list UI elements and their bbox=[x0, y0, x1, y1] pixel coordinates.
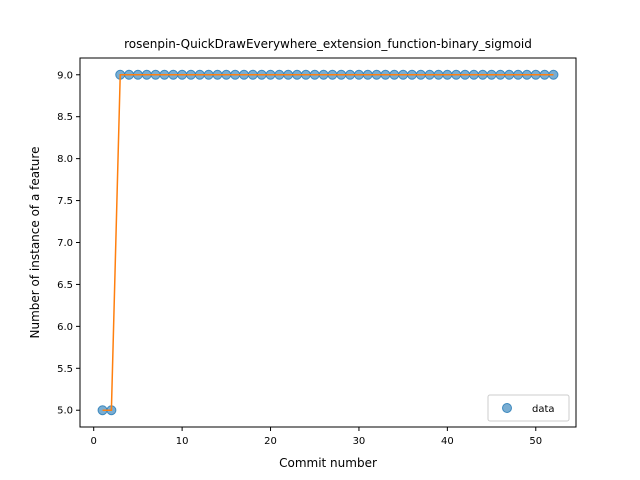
y-tick-label: 7.0 bbox=[57, 238, 73, 249]
legend-label-data: data bbox=[532, 404, 555, 415]
x-tick-label: 40 bbox=[441, 436, 454, 447]
y-tick-label: 5.0 bbox=[57, 406, 73, 417]
y-tick-label: 8.5 bbox=[57, 112, 73, 123]
x-axis: 0 10 20 30 40 50 bbox=[91, 427, 542, 447]
y-tick-label: 9.0 bbox=[57, 70, 73, 81]
x-tick-label: 0 bbox=[91, 436, 97, 447]
y-axis-title: Number of instance of a feature bbox=[28, 147, 42, 339]
x-tick-label: 50 bbox=[529, 436, 542, 447]
y-tick-label: 6.5 bbox=[57, 280, 73, 291]
axes-frame bbox=[79, 57, 577, 428]
plot-area bbox=[97, 69, 559, 416]
x-tick-label: 20 bbox=[264, 436, 277, 447]
legend-marker-data bbox=[502, 403, 512, 413]
y-tick-label: 6.0 bbox=[57, 322, 73, 333]
legend-box bbox=[487, 394, 570, 422]
legend: data bbox=[487, 394, 570, 422]
chart-title: rosenpin-QuickDrawEverywhere_extension_f… bbox=[124, 37, 532, 51]
trend-line bbox=[102, 74, 554, 411]
x-tick-label: 10 bbox=[176, 436, 189, 447]
y-tick-label: 8.0 bbox=[57, 154, 73, 165]
y-tick-label: 7.5 bbox=[57, 196, 73, 207]
x-axis-title: Commit number bbox=[279, 456, 377, 470]
y-tick-label: 5.5 bbox=[57, 364, 73, 375]
x-tick-label: 30 bbox=[353, 436, 366, 447]
y-axis: 5.0 5.5 6.0 6.5 7.0 7.5 8.0 8.5 9.0 bbox=[57, 70, 80, 417]
